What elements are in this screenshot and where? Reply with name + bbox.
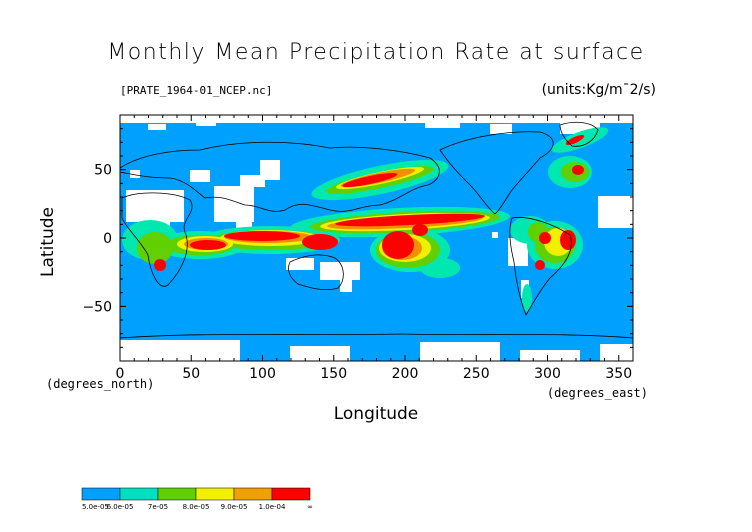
x-axis-unit: (degrees_east) [546, 386, 648, 400]
level-max [154, 134, 585, 271]
legend-label: 7e-05 [148, 503, 168, 511]
x-tick-label: 300 [534, 366, 561, 382]
legend-swatch [271, 487, 311, 501]
legend-label: 5.0e-05 [82, 503, 109, 511]
y-tick-label: 0 [103, 231, 112, 247]
y-axis-tick-labels: 50 0 −50 [82, 163, 112, 316]
legend-label: 8.0e-05 [183, 503, 210, 511]
x-tick-label: 50 [182, 366, 200, 382]
legend-swatch [81, 487, 121, 501]
x-tick-label: 250 [463, 366, 490, 382]
y-axis-ticks [120, 114, 633, 362]
x-tick-label: 350 [605, 366, 632, 382]
color-legend: 5.0e-056.0e-05 7e-05 8.0e-05 9.0e-05 1.0e-04… [81, 487, 313, 511]
x-axis-ticks [119, 115, 634, 361]
x-tick-label: 100 [249, 366, 276, 382]
chart-title: Monthly Mean Precipitation Rate at surfa… [107, 40, 645, 65]
y-tick-label: 50 [94, 163, 112, 179]
file-label: [PRATE_1964-01_NCEP.nc] [120, 84, 273, 97]
y-axis-unit: (degrees_north) [46, 377, 155, 391]
precip-field [120, 115, 633, 361]
legend-swatch [195, 487, 235, 501]
legend-swatch [233, 487, 273, 501]
x-tick-label: 0 [116, 366, 125, 382]
legend-label: 6.0e-05 [107, 503, 134, 511]
legend-swatch [119, 487, 159, 501]
legend-label: 9.0e-05 [221, 503, 248, 511]
units-label: (units:Kg/m¯2/s) [541, 82, 656, 98]
x-axis-label: Longitude [333, 404, 419, 424]
missing-patches [120, 115, 633, 361]
coastlines [120, 121, 633, 339]
legend-label: ∞ [307, 503, 313, 511]
x-tick-label: 150 [320, 366, 347, 382]
legend-label: 1.0e-04 [259, 503, 286, 511]
x-axis-tick-labels: 0 50 100 150 200 250 300 350 [116, 366, 633, 382]
legend-swatch [157, 487, 197, 501]
y-tick-label: −50 [82, 299, 112, 315]
x-tick-label: 200 [392, 366, 419, 382]
